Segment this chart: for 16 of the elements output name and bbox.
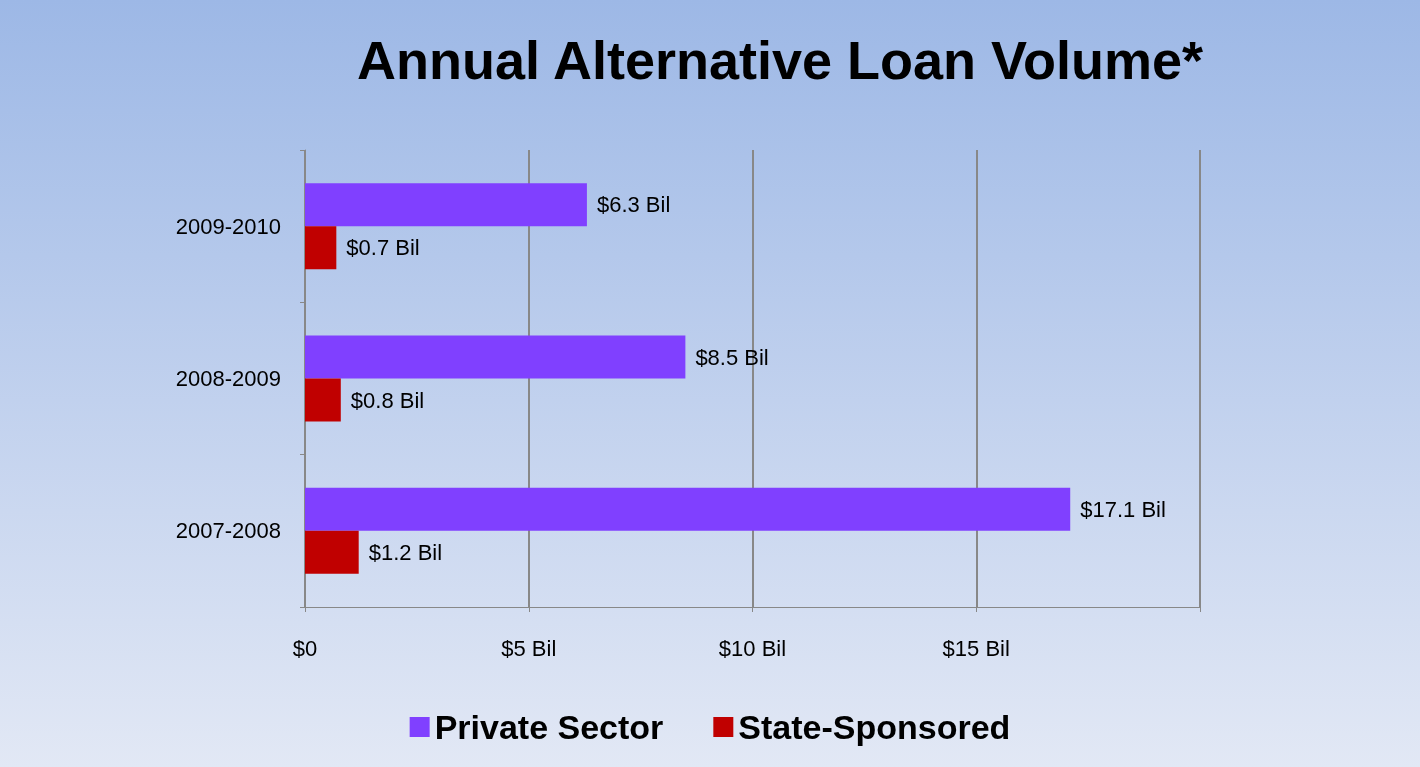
- legend-label: Private Sector: [434, 708, 664, 746]
- x-tick-label: $5 Bil: [501, 635, 557, 661]
- data-label: $17.1 Bil: [1080, 496, 1166, 522]
- x-tick-label: $15 Bil: [942, 635, 1010, 661]
- data-label: $0.7 Bil: [346, 235, 420, 261]
- data-label: $1.2 Bil: [368, 539, 443, 565]
- y-tick-label: 2007-2008: [175, 518, 281, 544]
- x-tick-label: $0: [292, 635, 318, 661]
- data-label: $6.3 Bil: [596, 192, 671, 218]
- legend-label: State-Sponsored: [738, 708, 1011, 746]
- data-label: $8.5 Bil: [695, 344, 769, 370]
- y-tick-label: 2008-2009: [175, 366, 281, 391]
- x-tick-label: $10 Bil: [718, 635, 787, 661]
- data-label: $0.8 Bil: [350, 387, 425, 413]
- y-tick-label: 2009-2010: [175, 213, 281, 239]
- chart-title: Annual Alternative Loan Volume*: [356, 30, 1204, 90]
